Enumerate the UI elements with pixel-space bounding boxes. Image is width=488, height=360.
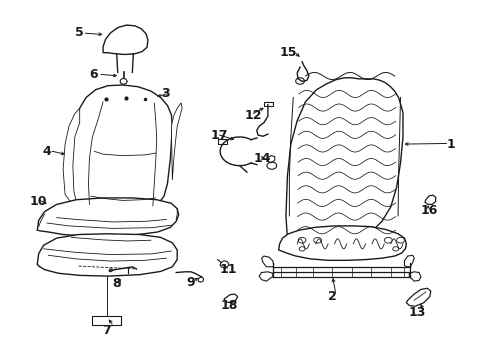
Text: 11: 11 bbox=[219, 263, 236, 276]
Text: 8: 8 bbox=[112, 278, 121, 291]
Text: 12: 12 bbox=[244, 109, 262, 122]
Text: 9: 9 bbox=[185, 276, 194, 289]
Text: 17: 17 bbox=[210, 129, 227, 142]
Text: 18: 18 bbox=[220, 299, 237, 312]
Polygon shape bbox=[285, 78, 402, 253]
Polygon shape bbox=[406, 288, 430, 306]
Text: 13: 13 bbox=[408, 306, 426, 319]
Text: 4: 4 bbox=[42, 145, 51, 158]
Polygon shape bbox=[424, 195, 435, 204]
Text: 14: 14 bbox=[253, 152, 270, 165]
Polygon shape bbox=[198, 277, 203, 282]
Polygon shape bbox=[37, 198, 178, 236]
Polygon shape bbox=[220, 261, 228, 268]
Polygon shape bbox=[70, 85, 172, 211]
Polygon shape bbox=[37, 234, 177, 276]
Text: 5: 5 bbox=[75, 27, 83, 40]
Polygon shape bbox=[63, 108, 80, 205]
Polygon shape bbox=[109, 269, 113, 272]
Text: 16: 16 bbox=[420, 204, 438, 217]
Polygon shape bbox=[408, 272, 420, 281]
Polygon shape bbox=[103, 25, 148, 54]
Polygon shape bbox=[161, 203, 172, 213]
Text: 7: 7 bbox=[102, 324, 111, 337]
Text: 10: 10 bbox=[30, 195, 47, 208]
Polygon shape bbox=[261, 256, 273, 267]
Text: 1: 1 bbox=[446, 138, 455, 150]
Polygon shape bbox=[267, 156, 274, 163]
Polygon shape bbox=[278, 226, 406, 260]
Polygon shape bbox=[259, 272, 272, 281]
Polygon shape bbox=[171, 103, 182, 180]
Bar bbox=[217, 139, 227, 144]
Bar bbox=[264, 102, 272, 107]
Text: 15: 15 bbox=[279, 46, 297, 59]
Text: 2: 2 bbox=[327, 290, 336, 303]
Text: 6: 6 bbox=[89, 68, 98, 81]
Polygon shape bbox=[404, 255, 413, 267]
Ellipse shape bbox=[120, 78, 127, 84]
Polygon shape bbox=[224, 294, 237, 303]
Text: 3: 3 bbox=[161, 87, 170, 100]
